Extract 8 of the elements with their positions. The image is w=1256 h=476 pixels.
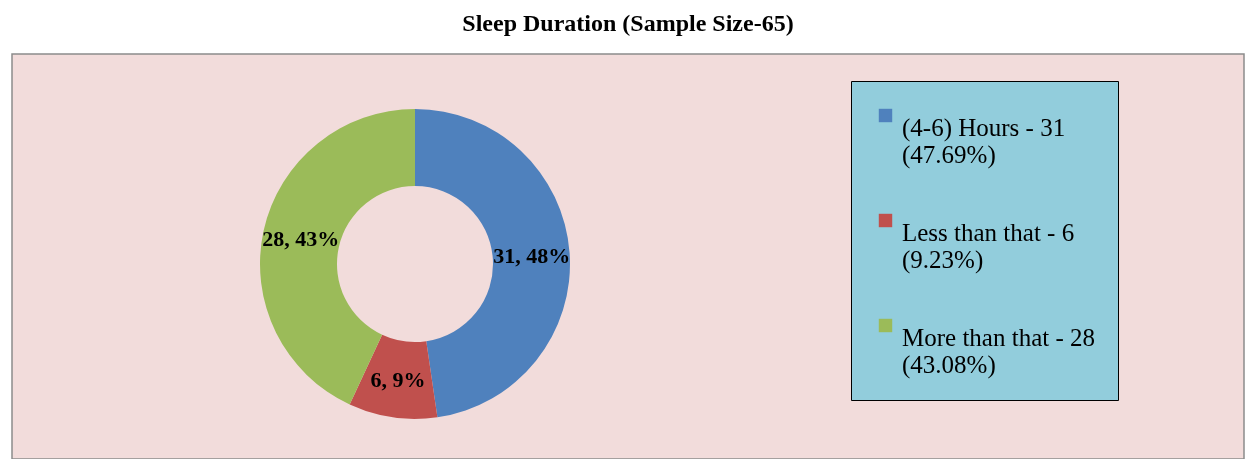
donut-slice <box>349 334 438 419</box>
legend-label: More than that - 28 (43.08%) <box>902 323 1096 379</box>
data-label: 28, 43% <box>262 225 340 251</box>
legend-label: Less than that - 6 (9.23%) <box>902 218 1075 274</box>
chart-title: Sleep Duration (Sample Size-65) <box>462 10 794 36</box>
data-label: 6, 9% <box>370 366 426 392</box>
legend-label: (4-6) Hours - 31 (47.69%) <box>902 113 1066 169</box>
data-label: 31, 48% <box>493 242 571 268</box>
